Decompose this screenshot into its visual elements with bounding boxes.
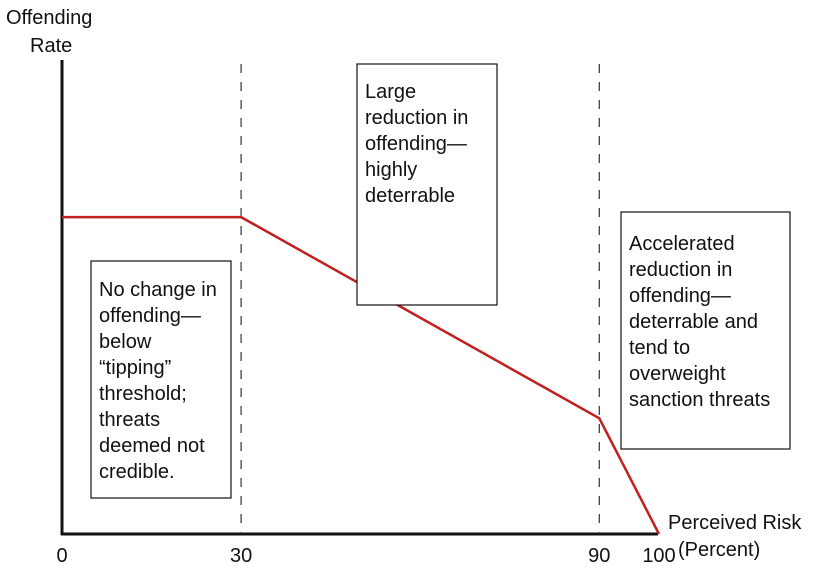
x-axis-label-line-1: Perceived Risk — [668, 512, 802, 534]
y-axis-label-line-1: Offending — [6, 7, 92, 29]
svg-text:No change in offending—: No change in offending— below “tipping” … — [99, 279, 222, 483]
annotation-line: reduction in — [365, 107, 468, 129]
annotation-no-change-box — [90, 260, 232, 499]
x-tick-label: 100 — [642, 545, 675, 567]
annotation-accelerated: Accelerated reduction in offending— dete… — [620, 211, 791, 450]
annotation-line: deterrable and — [629, 311, 758, 333]
x-tick-label: 30 — [230, 545, 252, 567]
annotation-line: overweight — [629, 363, 726, 385]
series-line-0 — [62, 215, 661, 535]
annotation-line: offending— — [365, 133, 467, 155]
annotation-line: threshold; — [99, 383, 187, 405]
annotation-line: offending— — [629, 285, 731, 307]
annotation-large-reduction-box — [356, 63, 498, 306]
annotation-line: Large — [365, 81, 416, 103]
svg-text:Accelerated reduction in: Accelerated reduction in offending— dete… — [629, 233, 770, 411]
annotation-line: sanction threats — [629, 389, 770, 411]
annotation-large-reduction: Large reduction in offending— highly det… — [356, 63, 498, 306]
annotation-line: highly — [365, 159, 417, 181]
annotation-line: “tipping” — [99, 357, 171, 379]
annotation-line: threats — [99, 409, 160, 431]
svg-text:Large reduction in: Large reduction in offending— highly det… — [365, 81, 474, 207]
annotation-line: deemed not — [99, 435, 205, 457]
annotation-no-change: No change in offending— below “tipping” … — [90, 260, 232, 499]
annotation-line: offending— — [99, 305, 201, 327]
x-tick-label: 90 — [588, 545, 610, 567]
annotation-line: deterrable — [365, 185, 455, 207]
annotation-accelerated-box — [620, 211, 791, 450]
x-tick-label: 0 — [56, 545, 67, 567]
annotation-line: credible. — [99, 461, 175, 483]
x-axis-label-line-2: (Percent) — [678, 539, 760, 561]
annotation-line: Accelerated — [629, 233, 735, 255]
annotation-line: reduction in — [629, 259, 732, 281]
annotation-line: No change in — [99, 279, 217, 301]
y-axis-label-line-2: Rate — [30, 35, 72, 57]
annotation-line: below — [99, 331, 152, 353]
annotation-line: tend to — [629, 337, 690, 359]
